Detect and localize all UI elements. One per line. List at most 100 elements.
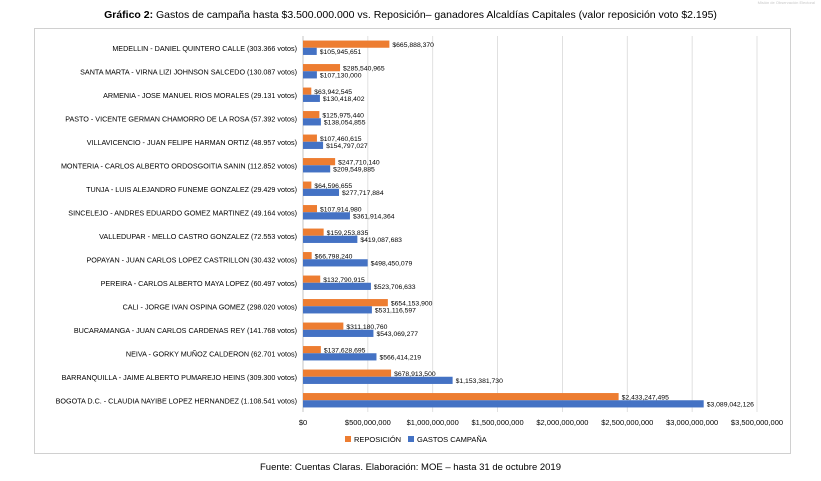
category-label: PEREIRA - CARLOS ALBERTO MAYA LOPEZ (60.… — [101, 279, 297, 288]
bar-reposicion — [303, 64, 341, 72]
data-label-gastos-campana: $209,549,885 — [333, 167, 375, 174]
category-label: BARRANQUILLA - JAIME ALBERTO PUMAREJO HE… — [62, 373, 297, 382]
category-label: TUNJA - LUIS ALEJANDRO FUNEME GONZALEZ (… — [86, 185, 297, 194]
data-label-reposicion: $63,942,545 — [314, 89, 352, 96]
data-label-reposicion: $2,433,247,495 — [622, 394, 669, 401]
category-label: ARMENIA - JOSE MANUEL RIOS MORALES (29.1… — [103, 91, 297, 100]
data-label-reposicion: $247,710,140 — [338, 159, 380, 166]
bar-gastos-campana — [303, 47, 317, 55]
category-label: CALI - JORGE IVAN OSPINA GOMEZ (298.020 … — [123, 302, 297, 311]
chart-title-text: Gastos de campaña hasta $3.500.000.000 v… — [153, 9, 717, 21]
legend-label-gastos-campana: GASTOS CAMPAÑA — [417, 435, 487, 444]
category-label: SINCELEJO - ANDRES EDUARDO GOMEZ MARTINE… — [68, 208, 297, 217]
data-label-gastos-campana: $277,717,884 — [342, 190, 384, 197]
data-label-gastos-campana: $130,418,402 — [323, 96, 365, 103]
data-label-gastos-campana: $419,087,683 — [360, 237, 402, 244]
legend-swatch-reposicion — [345, 436, 351, 442]
x-axis-ticks: $0 $500,000,000 $1,000,000,000 $1,500,000,0… — [299, 418, 783, 427]
bar-reposicion — [303, 228, 324, 236]
legend-swatch-gastos-campana — [408, 436, 414, 442]
data-label-gastos-campana: $3,089,042,126 — [707, 402, 754, 409]
bar-gastos-campana — [303, 165, 331, 173]
bar-gastos-campana — [303, 282, 371, 290]
x-tick-label: $0 — [299, 418, 307, 427]
bar-reposicion — [303, 134, 317, 142]
data-label-gastos-campana: $154,797,027 — [326, 143, 368, 150]
category-labels: MEDELLIN - DANIEL QUINTERO CALLE (303.36… — [56, 44, 297, 406]
data-label-gastos-campana: $1,153,381,730 — [456, 378, 503, 385]
bar-gastos-campana — [303, 141, 324, 149]
bar-reposicion — [303, 393, 619, 401]
data-label-reposicion: $64,596,655 — [314, 183, 352, 190]
data-label-gastos-campana: $138,054,855 — [324, 120, 366, 127]
data-label-reposicion: $125,975,440 — [322, 112, 364, 119]
x-tick-label: $3,500,000,000 — [731, 418, 783, 427]
x-tick-label: $1,500,000,000 — [472, 418, 524, 427]
category-label: VALLEDUPAR - MELLO CASTRO GONZALEZ (72.5… — [99, 232, 297, 241]
data-label-reposicion: $678,913,500 — [394, 371, 436, 378]
bar-reposicion — [303, 205, 317, 213]
category-label: VILLAVICENCIO - JUAN FELIPE HARMAN ORTIZ… — [87, 138, 297, 147]
bar-gastos-campana — [303, 400, 704, 408]
data-label-gastos-campana: $523,706,633 — [374, 284, 416, 291]
bar-reposicion — [303, 275, 321, 283]
bar-reposicion — [303, 111, 320, 119]
x-tick-label: $2,500,000,000 — [601, 418, 653, 427]
data-label-reposicion: $107,914,980 — [320, 206, 362, 213]
bar-gastos-campana — [303, 212, 350, 220]
bar-reposicion — [303, 322, 344, 330]
bar-reposicion — [303, 299, 388, 307]
data-label-gastos-campana: $543,069,277 — [376, 331, 418, 338]
bar-gastos-campana — [303, 94, 320, 102]
data-label-reposicion: $159,253,835 — [327, 230, 369, 237]
category-label: BUCARAMANGA - JUAN CARLOS CARDENAS REY (… — [74, 326, 297, 335]
data-label-reposicion: $132,790,915 — [323, 277, 365, 284]
x-tick-label: $500,000,000 — [345, 418, 391, 427]
data-label-gastos-campana: $531,116,597 — [375, 308, 416, 315]
bar-gastos-campana — [303, 259, 368, 267]
x-tick-label: $3,000,000,000 — [666, 418, 718, 427]
chart-title: Gráfico 2: Gastos de campaña hasta $3.50… — [0, 9, 821, 21]
bar-gastos-campana — [303, 71, 317, 79]
data-label-gastos-campana: $107,130,000 — [320, 73, 362, 80]
chart-title-prefix: Gráfico 2: — [104, 9, 154, 21]
bar-reposicion — [303, 369, 392, 377]
x-tick-label: $1,000,000,000 — [407, 418, 459, 427]
data-label-gastos-campana: $361,914,364 — [353, 214, 395, 221]
bar-gastos-campana — [303, 353, 377, 361]
bar-reposicion — [303, 87, 312, 95]
bar-gastos-campana — [303, 118, 321, 126]
legend-label-reposicion: REPOSICIÓN — [354, 435, 401, 444]
category-label: NEIVA - GORKY MUÑOZ CALDERON (62.701 vot… — [126, 349, 297, 358]
data-label-reposicion: $285,540,965 — [343, 65, 385, 72]
data-label-gastos-campana: $498,450,079 — [371, 261, 413, 268]
bar-gastos-campana — [303, 376, 453, 384]
category-label: POPAYAN - JUAN CARLOS LOPEZ CASTRILLON (… — [87, 255, 298, 264]
data-label-reposicion: $137,628,695 — [324, 347, 366, 354]
bar-gastos-campana — [303, 329, 374, 337]
corner-watermark-text: Misión de Observación Electoral — [757, 0, 815, 5]
bar-gastos-campana — [303, 235, 358, 243]
bar-gastos-campana — [303, 306, 372, 314]
category-label: BOGOTA D.C. - CLAUDIA NAYIBE LOPEZ HERNA… — [56, 396, 297, 405]
bar-gastos-campana — [303, 188, 340, 196]
bar-reposicion — [303, 252, 312, 260]
chart-frame — [34, 28, 791, 454]
data-labels: $665,888,370$105,945,651$285,540,965$107… — [314, 42, 754, 409]
source-note: Fuente: Cuentas Claras. Elaboración: MOE… — [259, 462, 561, 473]
bar-reposicion — [303, 40, 390, 48]
data-label-reposicion: $654,153,900 — [391, 300, 433, 307]
data-label-reposicion: $107,460,615 — [320, 136, 362, 143]
x-tick-label: $2,000,000,000 — [536, 418, 588, 427]
bar-reposicion — [303, 346, 321, 354]
bars — [303, 40, 704, 408]
legend: REPOSICIÓN GASTOS CAMPAÑA — [345, 435, 487, 444]
data-label-gastos-campana: $566,414,219 — [379, 355, 421, 362]
category-label: MONTERIA - CARLOS ALBERTO ORDOSGOITIA SA… — [61, 161, 297, 170]
data-label-reposicion: $311,180,760 — [346, 324, 387, 331]
data-label-reposicion: $66,798,240 — [315, 253, 353, 260]
bar-reposicion — [303, 181, 312, 189]
category-label: SANTA MARTA - VIRNA LIZI JOHNSON SALCEDO… — [80, 67, 297, 76]
data-label-gastos-campana: $105,945,651 — [320, 49, 362, 56]
